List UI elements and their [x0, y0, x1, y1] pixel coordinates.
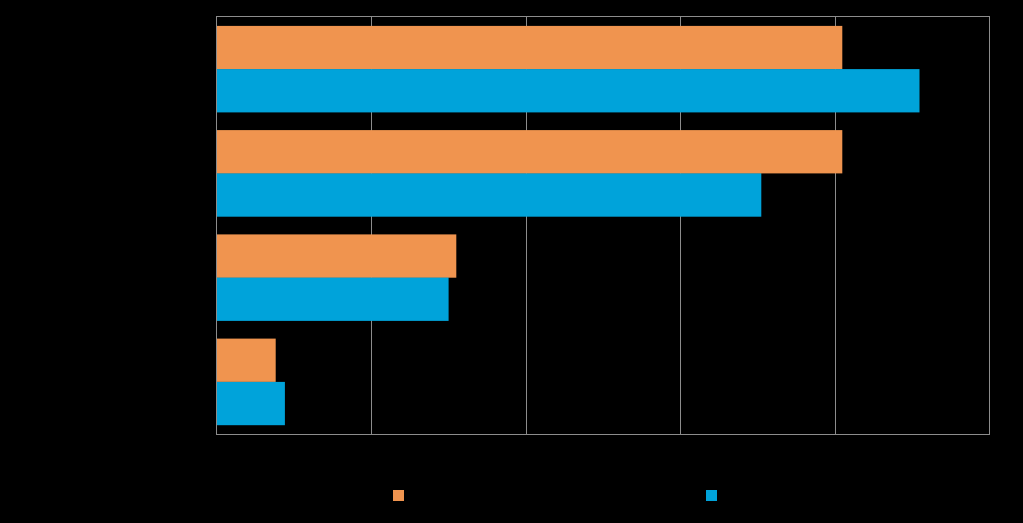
bar-category-4-series-2	[217, 381, 285, 426]
bar-category-3-series-2	[217, 277, 449, 321]
bar-category-4-series-1	[217, 338, 276, 382]
bars	[217, 25, 920, 426]
bar-category-1-series-1	[217, 25, 843, 70]
plot-frame	[216, 16, 990, 435]
bar-category-2-series-1	[217, 130, 843, 174]
legend-swatch-series-1	[393, 490, 404, 501]
plot-area-border	[216, 16, 990, 435]
bar-category-2-series-2	[217, 173, 762, 217]
legend-swatch-series-2	[706, 490, 717, 501]
bar-category-1-series-2	[217, 69, 920, 113]
legend	[393, 490, 717, 501]
bar-category-3-series-1	[217, 234, 457, 278]
